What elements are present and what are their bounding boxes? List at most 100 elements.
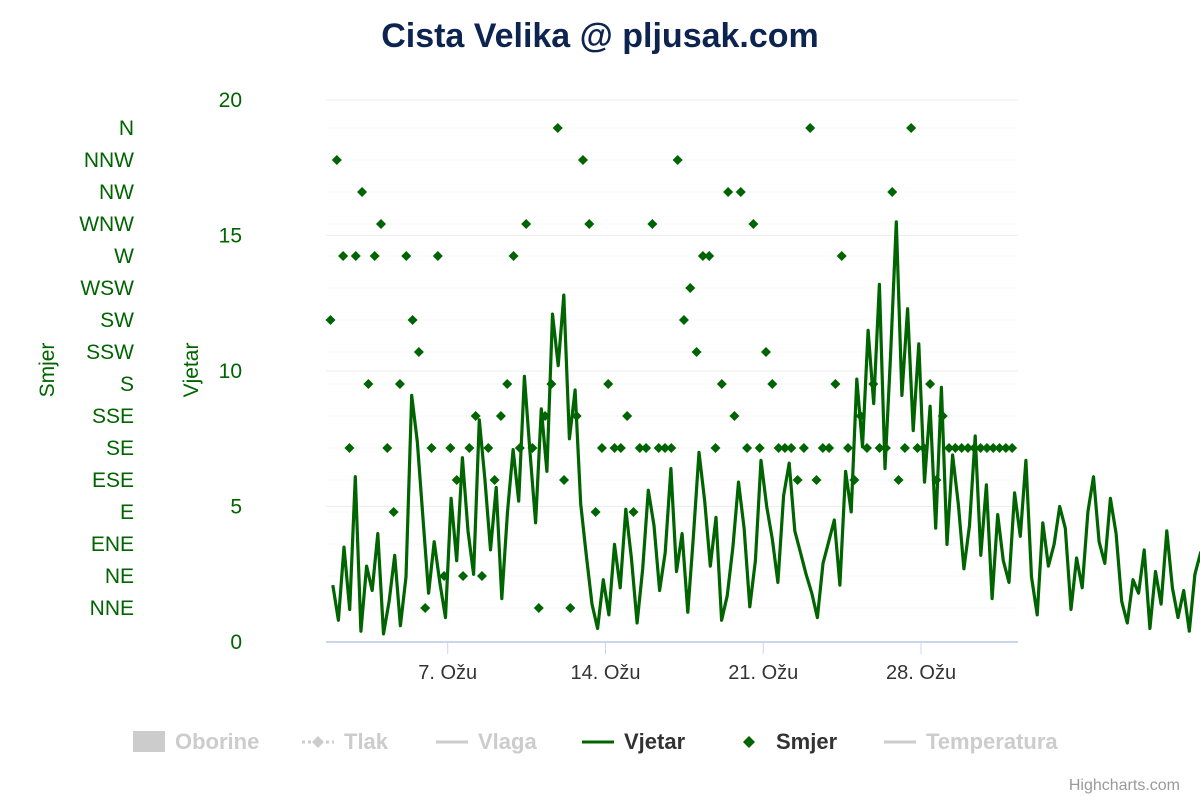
legend-marker xyxy=(743,736,755,748)
smjer-point xyxy=(445,443,456,453)
smjer-point xyxy=(609,443,620,453)
smjer-point xyxy=(956,443,967,453)
smjer-point xyxy=(786,443,797,453)
legend-item-smjer[interactable]: Smjer xyxy=(743,729,838,754)
smjer-axis: Smjer NNE NE ENE E ESE SE SSE S SSW SW WSW W WNW NW NN… xyxy=(36,117,134,620)
smjer-point xyxy=(994,443,1005,453)
smjer-point xyxy=(861,443,872,453)
smjer-point xyxy=(805,123,816,133)
smjer-point xyxy=(596,443,607,453)
x-tick-label: 7. Ožu xyxy=(418,662,477,684)
smjer-point xyxy=(817,443,828,453)
smjer-point xyxy=(962,443,973,453)
direction-tick-label: SSW xyxy=(86,341,134,364)
smjer-point xyxy=(716,379,727,389)
smjer-point xyxy=(798,443,809,453)
smjer-point xyxy=(495,411,506,421)
smjer-point xyxy=(407,315,418,325)
x-tick-label: 14. Ožu xyxy=(570,662,640,684)
smjer-point xyxy=(325,315,336,325)
smjer-point xyxy=(401,251,412,261)
smjer-point xyxy=(748,219,759,229)
direction-tick-label: WSW xyxy=(80,277,134,300)
smjer-point xyxy=(369,251,380,261)
legend-item-oborine[interactable]: Oborine xyxy=(133,729,259,754)
smjer-point xyxy=(357,187,368,197)
smjer-point xyxy=(628,507,639,517)
y-tick-label: 0 xyxy=(230,631,242,654)
direction-tick-label: SE xyxy=(106,437,134,460)
direction-tick-label: S xyxy=(120,373,134,396)
smjer-point xyxy=(874,443,885,453)
smjer-point xyxy=(893,475,904,485)
smjer-point xyxy=(912,443,923,453)
smjer-point xyxy=(824,443,835,453)
smjer-point xyxy=(1000,443,1011,453)
direction-tick-label: E xyxy=(120,501,134,524)
smjer-point xyxy=(988,443,999,453)
smjer-point xyxy=(344,443,355,453)
smjer-point xyxy=(925,379,936,389)
legend-item-tlak[interactable]: Tlak xyxy=(302,729,389,754)
smjer-point xyxy=(527,443,538,453)
smjer-point xyxy=(552,123,563,133)
legend-label: Vlaga xyxy=(478,729,537,754)
smjer-axis-title: Smjer xyxy=(36,343,59,398)
smjer-point xyxy=(849,475,860,485)
smjer-point xyxy=(697,251,708,261)
smjer-point xyxy=(773,443,784,453)
smjer-point xyxy=(868,379,879,389)
smjer-point xyxy=(394,379,405,389)
legend[interactable]: Oborine Tlak Vlaga Vjetar Smjer Temperatura xyxy=(133,729,1058,754)
legend-item-temperatura[interactable]: Temperatura xyxy=(884,729,1058,754)
smjer-point xyxy=(350,251,361,261)
smjer-point xyxy=(338,251,349,261)
smjer-point xyxy=(672,155,683,165)
smjer-point xyxy=(792,475,803,485)
legend-item-vlaga[interactable]: Vlaga xyxy=(436,729,537,754)
smjer-point xyxy=(760,347,771,357)
smjer-point xyxy=(559,475,570,485)
smjer-point xyxy=(502,379,513,389)
direction-tick-label: NNW xyxy=(84,149,134,172)
smjer-point xyxy=(899,443,910,453)
x-tick-label: 21. Ožu xyxy=(728,662,798,684)
smjer-point xyxy=(887,187,898,197)
smjer-point xyxy=(514,443,525,453)
smjer-point xyxy=(508,251,519,261)
legend-item-vjetar[interactable]: Vjetar xyxy=(582,729,686,754)
smjer-point xyxy=(420,603,431,613)
smjer-point xyxy=(533,603,544,613)
smjer-point xyxy=(704,251,715,261)
x-axis: 7. Ožu 14. Ožu 21. Ožu 28. Ožu xyxy=(326,641,1018,684)
smjer-point xyxy=(742,443,753,453)
smjer-point xyxy=(830,379,841,389)
direction-tick-label: N xyxy=(119,117,134,140)
smjer-point xyxy=(653,443,664,453)
smjer-point xyxy=(660,443,671,453)
vjetar-axis-title: Vjetar xyxy=(180,343,203,398)
direction-tick-label: W xyxy=(114,245,134,268)
legend-marker xyxy=(312,736,324,748)
legend-symbol xyxy=(133,731,165,752)
smjer-point xyxy=(622,411,633,421)
legend-label: Tlak xyxy=(344,729,389,754)
smjer-point xyxy=(1007,443,1018,453)
smjer-point xyxy=(918,443,929,453)
smjer-point xyxy=(565,603,576,613)
smjer-point xyxy=(451,475,462,485)
credits[interactable]: Highcharts.com xyxy=(1069,777,1180,794)
smjer-point xyxy=(880,443,891,453)
smjer-point xyxy=(382,443,393,453)
legend-label: Smjer xyxy=(776,729,838,754)
smjer-point xyxy=(937,411,948,421)
smjer-point xyxy=(811,475,822,485)
smjer-point xyxy=(571,411,582,421)
smjer-point xyxy=(981,443,992,453)
direction-tick-label: NW xyxy=(99,181,134,204)
legend-label: Oborine xyxy=(175,729,259,754)
direction-tick-label: ENE xyxy=(91,533,134,556)
smjer-point xyxy=(470,411,481,421)
smjer-point xyxy=(615,443,626,453)
smjer-point xyxy=(458,571,469,581)
